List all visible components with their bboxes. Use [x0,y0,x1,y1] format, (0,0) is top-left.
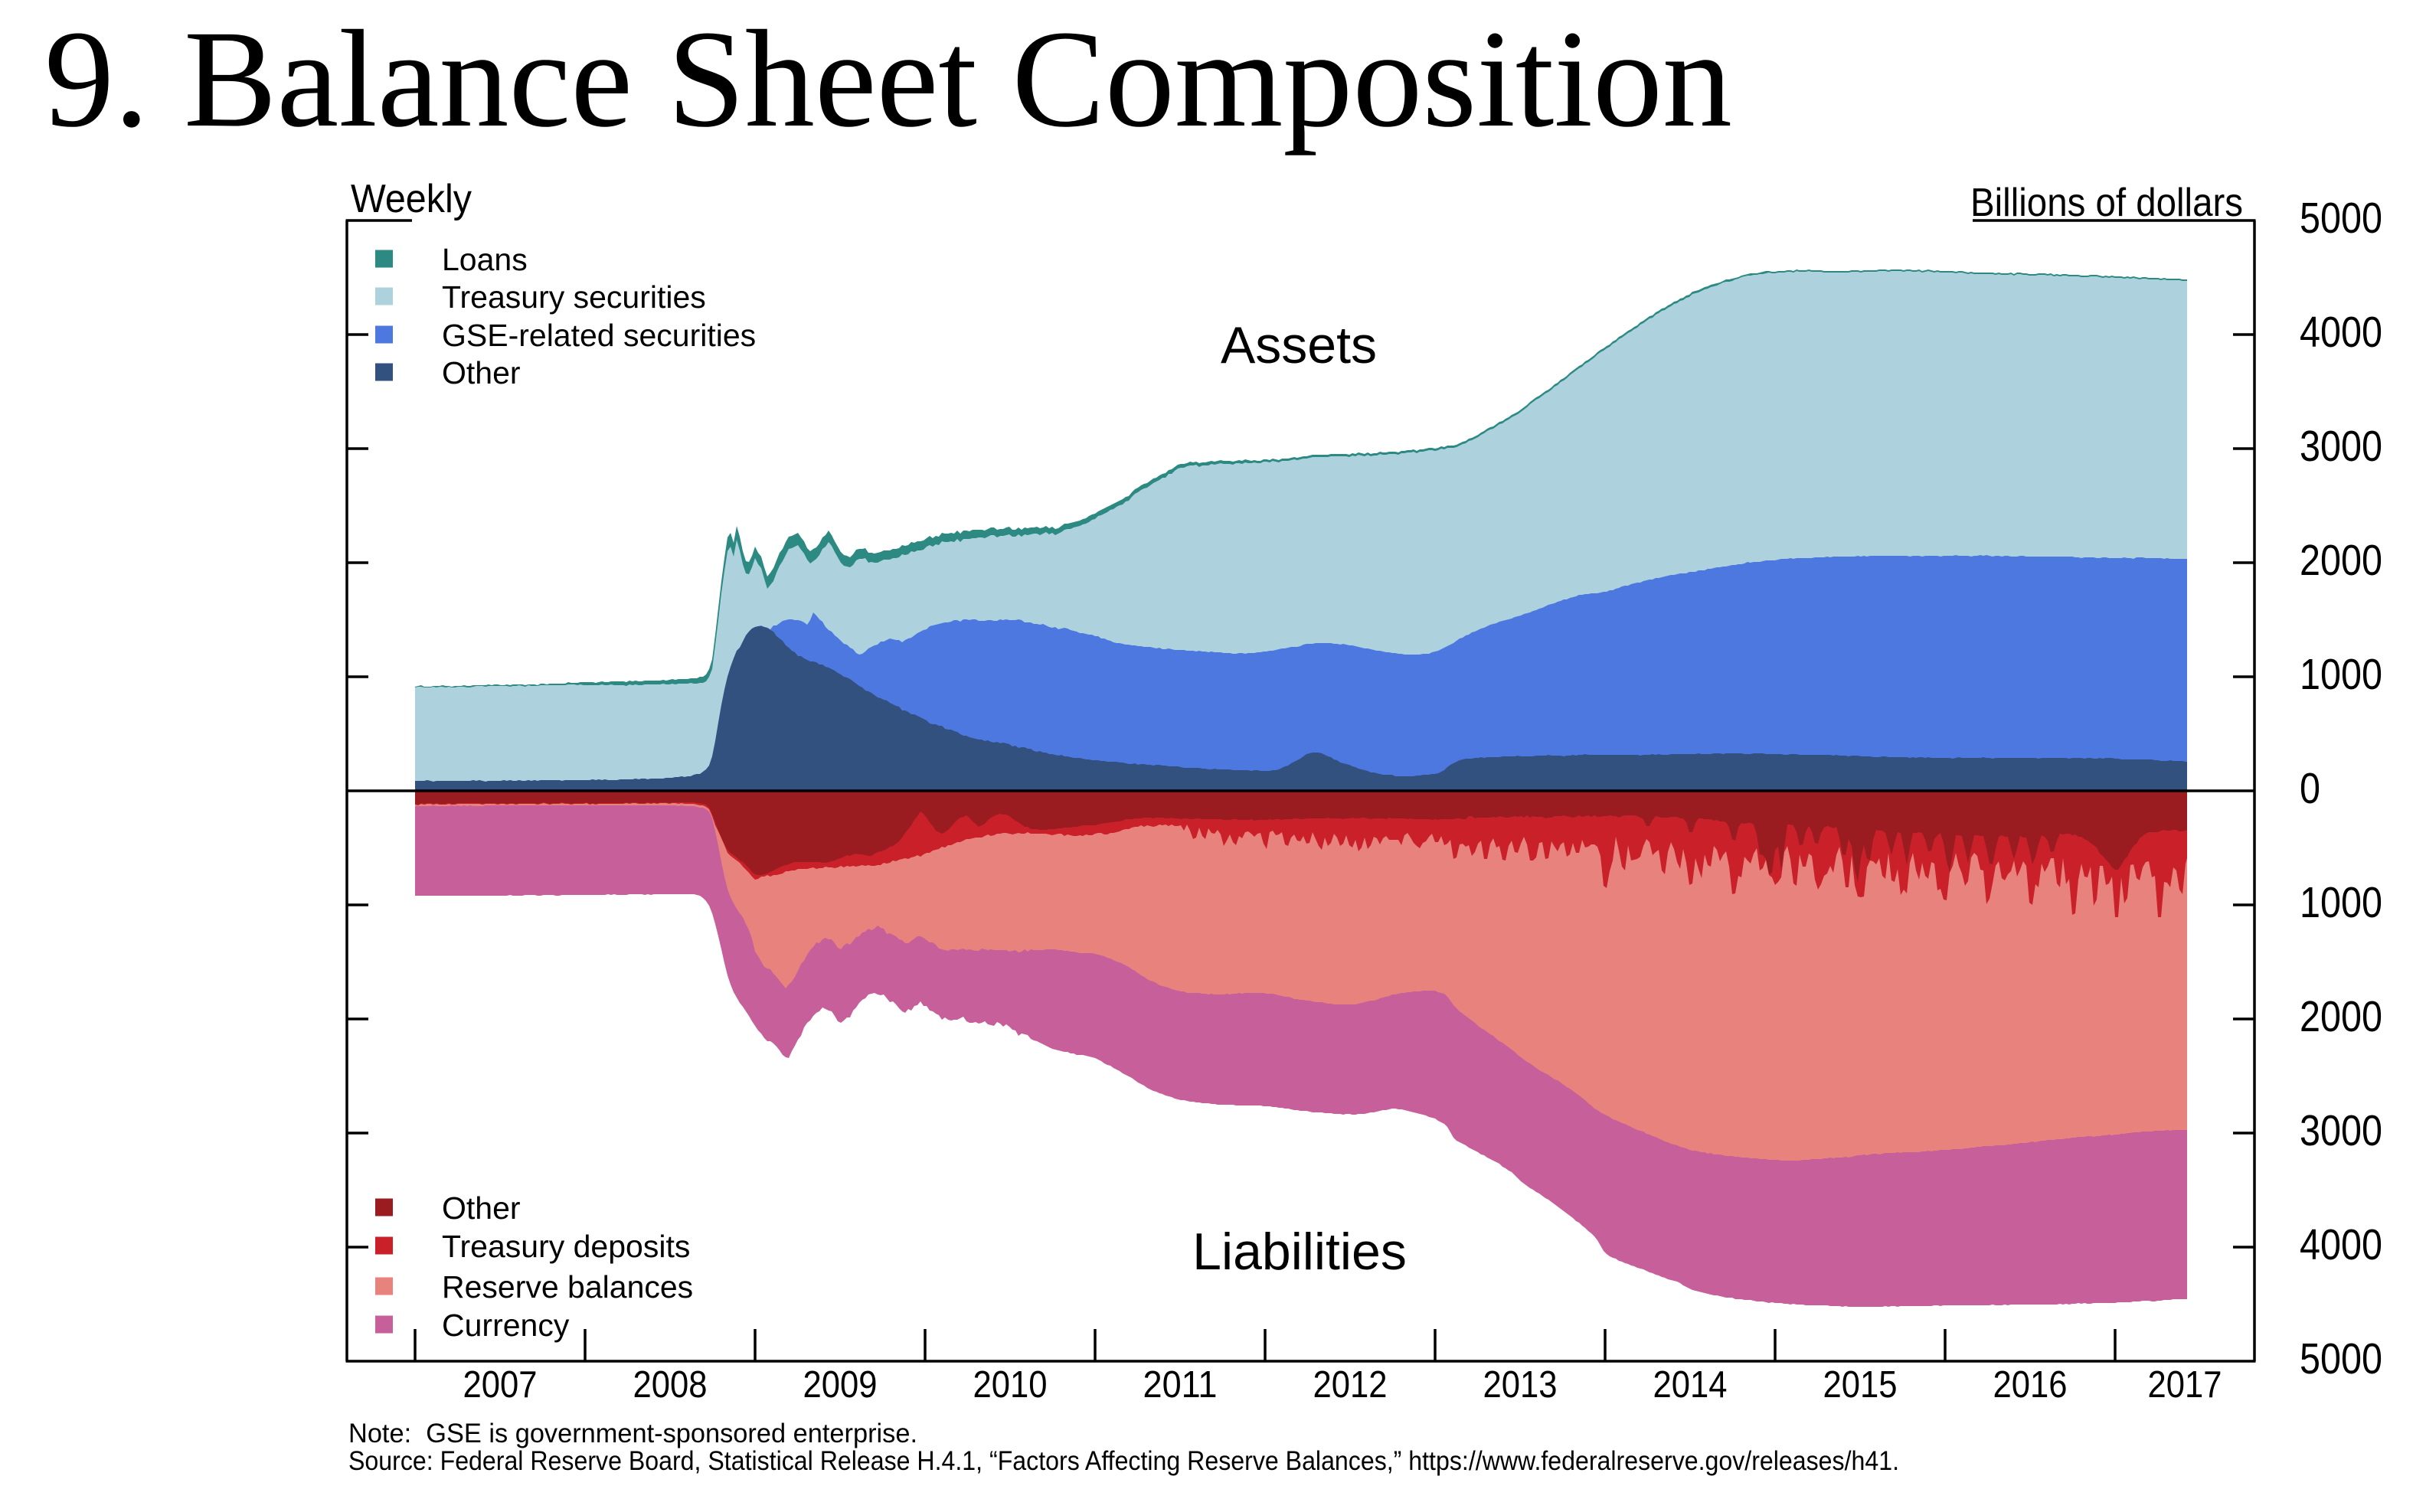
svg-text:3000: 3000 [2300,422,2382,471]
svg-text:2015: 2015 [1823,1364,1898,1406]
svg-text:0: 0 [2300,764,2320,813]
svg-text:2000: 2000 [2300,992,2382,1041]
svg-text:4000: 4000 [2300,308,2382,357]
svg-text:Weekly: Weekly [351,177,472,221]
svg-text:Assets: Assets [1221,316,1377,374]
svg-text:2010: 2010 [973,1364,1048,1406]
svg-text:2008: 2008 [633,1364,708,1406]
svg-text:2007: 2007 [463,1364,538,1406]
svg-text:Treasury securities: Treasury securities [442,279,706,315]
svg-text:2012: 2012 [1313,1364,1388,1406]
svg-text:9. Balance Sheet Composition: 9. Balance Sheet Composition [44,2,1732,156]
svg-text:2016: 2016 [1993,1364,2068,1406]
svg-text:Source: Federal Reserve Board,: Source: Federal Reserve Board, Statistic… [348,1446,1899,1476]
svg-text:Billions of dollars: Billions of dollars [1970,181,2243,225]
svg-text:Reserve balances: Reserve balances [442,1269,693,1305]
svg-text:Currency: Currency [442,1308,570,1343]
svg-text:1000: 1000 [2300,878,2382,927]
svg-text:Other: Other [442,1190,521,1226]
svg-text:1000: 1000 [2300,650,2382,699]
svg-text:Loans: Loans [442,242,528,277]
svg-text:2009: 2009 [803,1364,878,1406]
svg-text:2011: 2011 [1143,1364,1218,1406]
svg-text:5000: 5000 [2300,194,2382,243]
svg-text:Liabilities: Liabilities [1192,1223,1407,1281]
svg-text:Note: GSE is government-spons: Note: GSE is government-sponsored enterp… [348,1419,917,1448]
svg-text:2013: 2013 [1483,1364,1558,1406]
svg-text:3000: 3000 [2300,1106,2382,1155]
svg-text:2017: 2017 [2148,1364,2222,1406]
svg-text:2014: 2014 [1653,1364,1728,1406]
svg-text:GSE-related securities: GSE-related securities [442,318,756,353]
svg-text:2000: 2000 [2300,536,2382,585]
svg-text:Treasury deposits: Treasury deposits [442,1229,690,1264]
svg-text:4000: 4000 [2300,1220,2382,1269]
svg-text:Other: Other [442,355,521,390]
svg-text:5000: 5000 [2300,1334,2382,1383]
